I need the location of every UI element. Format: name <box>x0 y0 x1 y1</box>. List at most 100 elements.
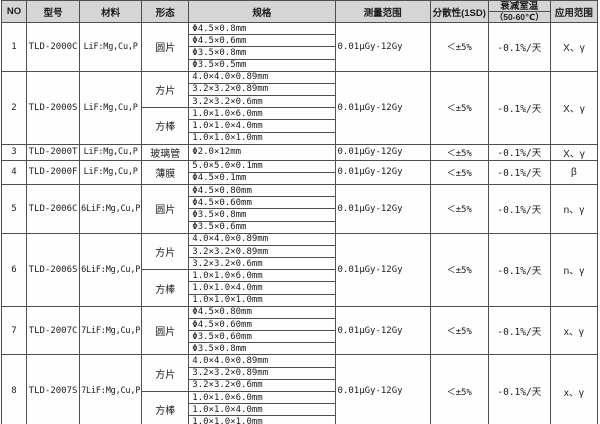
form-cell: 玻璃管 <box>141 143 190 161</box>
table-row: 方棒 1.0×1.0×6.0mm <box>2 269 598 307</box>
form-cell: 圆片 <box>141 305 190 356</box>
table-row: 1.0×1.0×4.0mm <box>2 281 598 295</box>
range-cell: 0.01μGy-12Gy <box>334 22 431 72</box>
table-row: 1.0×1.0×1.0mm <box>2 415 598 424</box>
form-cell: 方片 <box>141 354 190 392</box>
table-row: 1.0×1.0×1.0mm <box>2 293 598 307</box>
table-row: 3 TLD-2000T LiF:Mg,Cu,P 玻璃管 Φ2.0×12mm 0.01μGy… <box>0 143 599 161</box>
spec-cell: 1.0×1.0×6.0mm <box>188 107 336 121</box>
range-cell: 0.01μGy-12Gy <box>334 70 431 145</box>
application-cell: X、γ <box>549 70 599 145</box>
col-header-fading-line2: （50-60℃） <box>494 12 544 22</box>
form-cell: 薄膜 <box>141 159 190 186</box>
spec-cell: 1.0×1.0×1.0mm <box>188 131 336 145</box>
material-cell: 7LiF:Mg,Cu,P <box>79 354 143 424</box>
spec-cell: Φ4.5×0.1mm <box>188 171 336 186</box>
model-cell: TLD-2000T <box>26 143 81 161</box>
spec-cell: 4.0×4.0×0.89mm <box>188 354 336 368</box>
spec-cell: 1.0×1.0×4.0mm <box>188 403 336 417</box>
spec-cell: 4.0×4.0×0.89mm <box>188 70 336 84</box>
material-cell: 6LiF:Mg,Cu,P <box>79 232 143 307</box>
spec-cell: 1.0×1.0×1.0mm <box>188 293 336 307</box>
dispersion-cell: ＜±5% <box>429 22 489 72</box>
table-row: 2 TLD-2000S LiF:Mg,Cu,P 方片 4.0×4.0×0.89mm 0.0… <box>0 70 599 145</box>
range-cell: 0.01μGy-12Gy <box>334 354 431 424</box>
col-header-no: NO <box>0 0 28 23</box>
dispersion-cell: ＜±5% <box>429 159 489 186</box>
table-row: Φ3.5×0.8mm <box>2 342 598 356</box>
range-cell: 0.01μGy-12Gy <box>334 305 431 356</box>
no-cell: 8 <box>0 354 28 424</box>
col-header-material: 材料 <box>79 0 143 23</box>
spec-cell: 3.2×3.2×0.89mm <box>188 244 336 259</box>
spec-cell: Φ3.5×0.8mm <box>188 46 336 60</box>
spec-cell: 3.2×3.2×0.89mm <box>188 366 336 380</box>
spec-cell: 3.2×3.2×0.6mm <box>188 95 336 109</box>
table-row: 5 TLD-2006C 6LiF:Mg,Cu,P 圆片 Φ4.5×0.80mm 0.01μ… <box>0 184 599 234</box>
fading-cell: -0.1%/天 <box>487 70 551 145</box>
spec-cell: Φ3.5×0.8mm <box>188 208 336 222</box>
application-cell: X、γ <box>549 22 599 72</box>
dispersion-cell: ＜±5% <box>429 143 489 161</box>
no-cell: 5 <box>0 184 28 234</box>
form-cell: 圆片 <box>141 184 190 234</box>
application-cell: n、γ <box>549 232 599 307</box>
fading-cell: -0.1%/天 <box>487 184 551 234</box>
spec-cell: 1.0×1.0×4.0mm <box>188 119 336 133</box>
table-row: Φ3.5×0.5mm <box>2 58 598 72</box>
spec-cell: 1.0×1.0×6.0mm <box>188 269 336 283</box>
table-row: 4 TLD-2000F LiF:Mg,Cu,P 薄膜 5.0×5.0×0.1mm 0.01… <box>0 159 599 186</box>
spec-cell: Φ4.5×0.6mm <box>188 34 336 48</box>
range-cell: 0.01μGy-12Gy <box>334 232 431 307</box>
no-cell: 7 <box>0 305 28 356</box>
table-row: 3.2×3.2×0.89mm <box>2 244 598 259</box>
model-cell: TLD-2006S <box>26 232 81 307</box>
material-cell: 6LiF:Mg,Cu,P <box>79 184 143 234</box>
col-header-fading-line1: 衰减室温 <box>489 2 550 12</box>
col-header-dispersion: 分散性(1SD) <box>429 0 489 23</box>
col-header-range: 测量范围 <box>334 0 431 23</box>
spec-cell: 4.0×4.0×0.89mm <box>188 232 336 246</box>
material-cell: LiF:Mg,Cu,P <box>79 70 143 145</box>
material-cell: LiF:Mg,Cu,P <box>79 143 143 161</box>
material-cell: 7LiF:Mg,Cu,P <box>79 305 143 356</box>
table-row: 1.0×1.0×4.0mm <box>2 119 598 133</box>
col-header-fading: 衰减室温 （50-60℃） <box>487 0 551 23</box>
spec-cell: Φ3.5×0.5mm <box>188 58 336 72</box>
fading-cell: -0.1%/天 <box>487 22 551 72</box>
no-cell: 1 <box>0 22 28 72</box>
table-row: 3.2×3.2×0.89mm <box>2 82 598 97</box>
application-cell: x、γ <box>549 354 599 424</box>
model-cell: TLD-2000S <box>26 70 81 145</box>
material-cell: LiF:Mg,Cu,P <box>79 22 143 72</box>
no-cell: 4 <box>0 159 28 186</box>
dispersion-cell: ＜±5% <box>429 184 489 234</box>
range-cell: 0.01μGy-12Gy <box>334 159 431 186</box>
table-row: 3.2×3.2×0.6mm <box>2 257 598 271</box>
application-cell: X、γ <box>549 143 599 161</box>
application-cell: n、γ <box>549 184 599 234</box>
model-cell: TLD-2007S <box>26 354 81 424</box>
dispersion-cell: ＜±5% <box>429 305 489 356</box>
spec-cell: 3.2×3.2×0.6mm <box>188 378 336 392</box>
table-row: 6 TLD-2006S 6LiF:Mg,Cu,P 方片 4.0×4.0×0.89mm 0.… <box>0 232 599 307</box>
no-cell: 6 <box>0 232 28 307</box>
form-cell: 方片 <box>141 232 190 271</box>
table-row: 1 TLD-2000C LiF:Mg,Cu,P 圆片 Φ4.5×0.8mm 0.01μGy… <box>0 21 599 72</box>
range-cell: 0.01μGy-12Gy <box>334 143 431 161</box>
col-header-form: 形态 <box>141 0 190 23</box>
model-cell: TLD-2000F <box>26 159 81 186</box>
fading-cell: -0.1%/天 <box>487 159 551 186</box>
spec-cell: 1.0×1.0×1.0mm <box>188 415 336 424</box>
table-row: Φ4.5×0.60mm <box>2 317 598 332</box>
spec-cell: Φ2.0×12mm <box>188 143 336 161</box>
spec-cell: 3.2×3.2×0.89mm <box>188 82 336 97</box>
spec-cell: Φ3.5×0.6mm <box>188 220 336 234</box>
table-row: Φ4.5×0.60mm <box>2 196 598 210</box>
spec-cell: Φ3.5×0.8mm <box>188 342 336 356</box>
spec-cell: 5.0×5.0×0.1mm <box>188 159 336 173</box>
col-header-spec: 规格 <box>188 0 336 23</box>
table-row: Φ3.5×0.60mm <box>2 330 598 344</box>
form-cell: 方棒 <box>141 390 190 424</box>
